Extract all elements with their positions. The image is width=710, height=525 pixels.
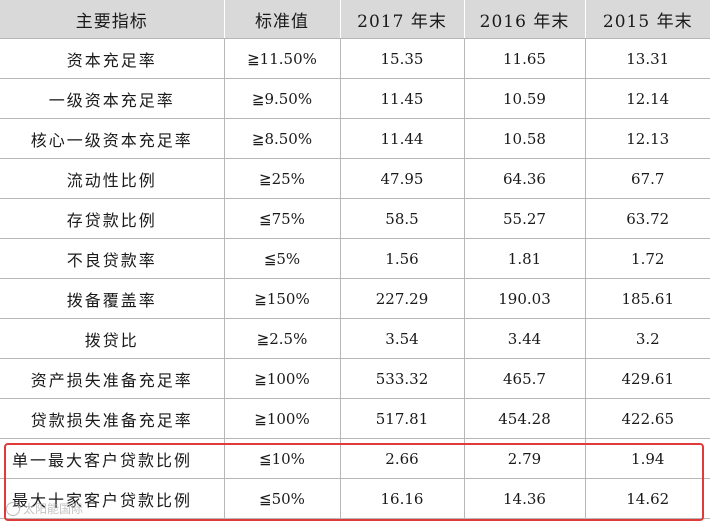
value-2017: 16.16 [340, 478, 465, 519]
standard-value: ≧100% [224, 358, 341, 399]
indicator-name: 存贷款比例 [0, 198, 225, 239]
value-2017: 3.54 [340, 318, 465, 359]
value-2016: 3.44 [464, 318, 586, 359]
value-2015: 1.94 [585, 438, 710, 479]
value-2016: 11.65 [464, 38, 586, 79]
value-2016: 2.79 [464, 438, 586, 479]
table-row: 资产损失准备充足率 ≧100% 533.32 465.7 429.61 [0, 358, 710, 399]
value-2016: 454.28 [464, 398, 586, 439]
standard-value: ≧100% [224, 398, 341, 439]
table-row: 资本充足率 ≧11.50% 15.35 11.65 13.31 [0, 38, 710, 79]
indicator-name: 核心一级资本充足率 [0, 118, 225, 159]
value-2015: 3.2 [585, 318, 710, 359]
table-row: 不良贷款率 ≦5% 1.56 1.81 1.72 [0, 238, 710, 279]
table-row: 核心一级资本充足率 ≧8.50% 11.44 10.58 12.13 [0, 118, 710, 159]
table-row: 贷款损失准备充足率 ≧100% 517.81 454.28 422.65 [0, 398, 710, 439]
table-row: 一级资本充足率 ≧9.50% 11.45 10.59 12.14 [0, 78, 710, 119]
table-row: 存贷款比例 ≦75% 58.5 55.27 63.72 [0, 198, 710, 239]
standard-value: ≦5% [224, 238, 341, 279]
table-row: 单一最大客户贷款比例 ≦10% 2.66 2.79 1.94 [0, 438, 710, 479]
table-row: 流动性比例 ≧25% 47.95 64.36 67.7 [0, 158, 710, 199]
indicator-name: 拨备覆盖率 [0, 278, 225, 319]
standard-value: ≧2.5% [224, 318, 341, 359]
table-row: 最大十家客户贷款比例 ≦50% 16.16 14.36 14.62 [0, 478, 710, 519]
watermark-text: 太阳能国际 [23, 502, 84, 516]
value-2015: 429.61 [585, 358, 710, 399]
standard-value: ≧8.50% [224, 118, 341, 159]
value-2015: 14.62 [585, 478, 710, 519]
value-2017: 227.29 [340, 278, 465, 319]
value-2016: 14.36 [464, 478, 586, 519]
indicator-name: 单一最大客户贷款比例 [0, 438, 225, 479]
indicator-name: 拨贷比 [0, 318, 225, 359]
watermark: 太阳能国际 [6, 500, 83, 517]
value-2015: 1.72 [585, 238, 710, 279]
indicator-name: 资本充足率 [0, 38, 225, 79]
standard-value: ≧150% [224, 278, 341, 319]
value-2016: 55.27 [464, 198, 586, 239]
value-2016: 1.81 [464, 238, 586, 279]
value-2015: 12.14 [585, 78, 710, 119]
header-standard: 标准值 [224, 0, 341, 39]
value-2017: 1.56 [340, 238, 465, 279]
value-2015: 422.65 [585, 398, 710, 439]
value-2017: 533.32 [340, 358, 465, 399]
value-2017: 11.44 [340, 118, 465, 159]
header-2016: 2016 年末 [464, 0, 586, 39]
value-2017: 2.66 [340, 438, 465, 479]
standard-value: ≧11.50% [224, 38, 341, 79]
standard-value: ≦10% [224, 438, 341, 479]
value-2017: 47.95 [340, 158, 465, 199]
indicator-name: 贷款损失准备充足率 [0, 398, 225, 439]
header-2015: 2015 年末 [585, 0, 710, 39]
value-2017: 11.45 [340, 78, 465, 119]
value-2017: 58.5 [340, 198, 465, 239]
table-row: 拨贷比 ≧2.5% 3.54 3.44 3.2 [0, 318, 710, 359]
standard-value: ≦50% [224, 478, 341, 519]
value-2017: 517.81 [340, 398, 465, 439]
value-2016: 64.36 [464, 158, 586, 199]
standard-value: ≧25% [224, 158, 341, 199]
header-2017: 2017 年末 [340, 0, 465, 39]
value-2015: 63.72 [585, 198, 710, 239]
header-indicator: 主要指标 [0, 0, 225, 39]
value-2015: 13.31 [585, 38, 710, 79]
value-2015: 185.61 [585, 278, 710, 319]
watermark-logo-icon [6, 502, 20, 516]
indicator-name: 不良贷款率 [0, 238, 225, 279]
value-2015: 12.13 [585, 118, 710, 159]
indicator-name: 最大十家客户贷款比例 [0, 478, 225, 519]
standard-value: ≧9.50% [224, 78, 341, 119]
value-2017: 15.35 [340, 38, 465, 79]
indicator-name: 流动性比例 [0, 158, 225, 199]
value-2015: 67.7 [585, 158, 710, 199]
indicator-name: 资产损失准备充足率 [0, 358, 225, 399]
header-row: 主要指标 标准值 2017 年末 2016 年末 2015 年末 [0, 0, 710, 39]
value-2016: 10.59 [464, 78, 586, 119]
value-2016: 10.58 [464, 118, 586, 159]
standard-value: ≦75% [224, 198, 341, 239]
value-2016: 465.7 [464, 358, 586, 399]
value-2016: 190.03 [464, 278, 586, 319]
indicator-name: 一级资本充足率 [0, 78, 225, 119]
table-row: 拨备覆盖率 ≧150% 227.29 190.03 185.61 [0, 278, 710, 319]
